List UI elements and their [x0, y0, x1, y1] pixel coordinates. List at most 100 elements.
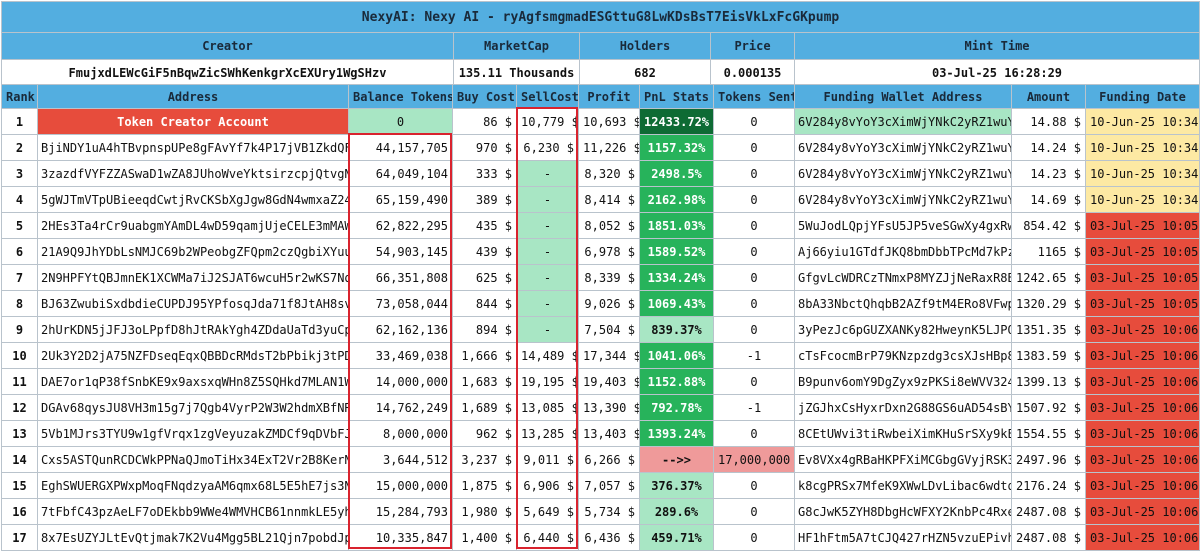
mint-time-value: 03-Jul-25 16:28:29: [793, 59, 1200, 86]
balance-cell: 62,162,136: [348, 316, 453, 343]
funding-date-cell: 03-Jul-25 10:06: [1085, 342, 1200, 369]
funding-date-cell: 03-Jul-25 10:06: [1085, 316, 1200, 343]
address-cell: 3zazdfVYFZZASwaD1wZA8JUhoWveYktsirzcpjQt…: [37, 160, 349, 187]
balance-cell: 14,762,249: [348, 394, 453, 421]
address-cell: 2N9HPFYtQBJmnEK1XCWMa7iJ2SJAT6wcuH5r2wKS…: [37, 264, 349, 291]
address-header: Address: [37, 84, 349, 109]
column-header-row: Rank Address Balance Tokens Buy Cost Sel…: [1, 84, 1200, 109]
balance-cell: 0: [348, 108, 453, 135]
rank-cell: 5: [1, 212, 38, 239]
rank-cell: 7: [1, 264, 38, 291]
buy-cost-cell: 625 $: [452, 264, 517, 291]
balance-cell: 44,157,705: [348, 134, 453, 161]
sell-cost-cell: 14,489 $: [516, 342, 579, 369]
balance-header: Balance Tokens: [348, 84, 453, 109]
tokens-sent-cell: 17,000,000: [713, 446, 795, 473]
table-row: 9 2hUrKDN5jJFJ3oLPpfD8hJtRAkYgh4ZDdaUaTd3…: [1, 316, 1200, 343]
funding-wallet-cell: 5WuJodLQpjYFsU5JP5veSGwXy4gxRw: [794, 212, 1012, 239]
pnl-cell: 1152.88%: [639, 368, 714, 395]
funding-date-cell: 10-Jun-25 10:34: [1085, 134, 1200, 161]
page-title: NexyAI: Nexy AI - ryAgfsmgmadESGttuG8LwK…: [0, 1, 1200, 33]
profit-cell: 11,226 $: [578, 134, 640, 161]
holders-value: 682: [579, 59, 711, 86]
funding-wallet-cell: 6V284y8vYoY3cXimWjYNkC2yRZ1wuY: [794, 186, 1012, 213]
table-row: 2 BjiNDY1uA4hTBvpnspUPe8gFAvYf7k4P17jVB1Z…: [1, 134, 1200, 161]
profit-cell: 17,344 $: [578, 342, 640, 369]
pnl-cell: 12433.72%: [639, 108, 714, 135]
funding-wallet-cell: 8CEtUWvi3tiRwbeiXimKHuSrSXy9kE: [794, 420, 1012, 447]
funding-date-cell: 03-Jul-25 10:05: [1085, 238, 1200, 265]
sell-cost-cell: 9,011 $: [516, 446, 579, 473]
funding-wallet-cell: G8cJwK5ZYH8DbgHcWFXY2KnbPc4Rxe: [794, 498, 1012, 525]
buy-cost-cell: 435 $: [452, 212, 517, 239]
marketcap-header: MarketCap: [453, 32, 580, 60]
funding-date-cell: 10-Jun-25 10:34: [1085, 108, 1200, 135]
rank-cell: 4: [1, 186, 38, 213]
tokens-sent-cell: 0: [713, 524, 795, 551]
amount-cell: 2487.08 $: [1011, 524, 1086, 551]
price-header: Price: [710, 32, 795, 60]
buy-cost-cell: 1,689 $: [452, 394, 517, 421]
sell-cost-cell: -: [516, 264, 579, 291]
sell-cost-cell: -: [516, 290, 579, 317]
pnl-header: PnL Stats: [639, 84, 714, 109]
pnl-cell: 1157.32%: [639, 134, 714, 161]
rank-header: Rank: [1, 84, 38, 109]
address-cell: 5Vb1MJrs3TYU9w1gfVrqx1zgVeyuzakZMDCf9qDV…: [37, 420, 349, 447]
buy-cost-cell: 1,683 $: [452, 368, 517, 395]
tokens-sent-cell: 0: [713, 472, 795, 499]
holders-header: Holders: [579, 32, 711, 60]
address-cell: 21A9Q9JhYDbLsNMJC69b2WPeobgZFQpm2czQgbiX…: [37, 238, 349, 265]
pnl-cell: 1334.24%: [639, 264, 714, 291]
address-cell: DAE7or1qP38fSnbKE9x9axsxqWHn8Z5SQHkd7MLA…: [37, 368, 349, 395]
funding-wallet-cell: k8cgPRSx7MfeK9XWwLDvLibac6wdtq: [794, 472, 1012, 499]
table-row: 11 DAE7or1qP38fSnbKE9x9axsxqWHn8Z5SQHkd7M…: [1, 368, 1200, 395]
profit-cell: 7,504 $: [578, 316, 640, 343]
address-cell: 8x7EsUZYJLtEvQtjmak7K2Vu4Mgg5BL21Qjn7pob…: [37, 524, 349, 551]
funding-date-cell: 03-Jul-25 10:05: [1085, 290, 1200, 317]
balance-cell: 10,335,847: [348, 524, 453, 551]
buy-cost-cell: 844 $: [452, 290, 517, 317]
table-row: 8 BJ63ZwubiSxdbdieCUPDJ95YPfosqJda71f8JtA…: [1, 290, 1200, 317]
amount-cell: 1507.92 $: [1011, 394, 1086, 421]
tokens-sent-cell: 0: [713, 290, 795, 317]
pnl-cell: 1851.03%: [639, 212, 714, 239]
buy-cost-cell: 439 $: [452, 238, 517, 265]
buy-cost-cell: 1,666 $: [452, 342, 517, 369]
holders-table: Rank Address Balance Tokens Buy Cost Sel…: [1, 84, 1200, 551]
table-row: 1 Token Creator Account 0 86 $10,779 $10,69…: [1, 108, 1200, 135]
sell-cost-cell: 10,779 $: [516, 108, 579, 135]
balance-cell: 65,159,490: [348, 186, 453, 213]
buy-cost-cell: 894 $: [452, 316, 517, 343]
pnl-cell: 1589.52%: [639, 238, 714, 265]
funding-date-cell: 03-Jul-25 10:06: [1085, 498, 1200, 525]
table-row: 16 7tFbfC43pzAeLF7oDEkbb9WWe4WMVHCB61nnmk…: [1, 498, 1200, 525]
amount-cell: 14.23 $: [1011, 160, 1086, 187]
funding-date-cell: 03-Jul-25 10:06: [1085, 394, 1200, 421]
tokens-sent-header: Tokens Sent: [713, 84, 795, 109]
rank-cell: 1: [1, 108, 38, 135]
funding-date-cell: 03-Jul-25 10:05: [1085, 212, 1200, 239]
table-row: 4 5gWJTmVTpUBieeqdCwtjRvCKSbXgJgw8GdN4wmx…: [1, 186, 1200, 213]
funding-wallet-header: Funding Wallet Address: [794, 84, 1012, 109]
profit-cell: 10,693 $: [578, 108, 640, 135]
table-row: 13 5Vb1MJrs3TYU9w1gfVrqx1zgVeyuzakZMDCf9q…: [1, 420, 1200, 447]
summary-table: NexyAI: Nexy AI - ryAgfsmgmadESGttuG8LwK…: [0, 1, 1200, 86]
sell-cost-cell: -: [516, 160, 579, 187]
mint-time-header: Mint Time: [793, 32, 1200, 60]
amount-header: Amount: [1011, 84, 1086, 109]
balance-cell: 15,284,793: [348, 498, 453, 525]
balance-cell: 66,351,808: [348, 264, 453, 291]
funding-date-cell: 03-Jul-25 10:05: [1085, 264, 1200, 291]
address-cell: 2HEs3Ta4rCr9uabgmYAmDL4wD59qamjUjeCELE3m…: [37, 212, 349, 239]
profit-cell: 13,390 $: [578, 394, 640, 421]
sell-cost-cell: -: [516, 238, 579, 265]
rank-cell: 10: [1, 342, 38, 369]
rank-cell: 16: [1, 498, 38, 525]
funding-date-cell: 03-Jul-25 10:06: [1085, 420, 1200, 447]
sell-cost-cell: -: [516, 212, 579, 239]
funding-wallet-cell: B9punv6omY9DgZyx9zPKSi8eWVV324: [794, 368, 1012, 395]
table-row: 17 8x7EsUZYJLtEvQtjmak7K2Vu4Mgg5BL21Qjn7p…: [1, 524, 1200, 551]
rank-cell: 12: [1, 394, 38, 421]
